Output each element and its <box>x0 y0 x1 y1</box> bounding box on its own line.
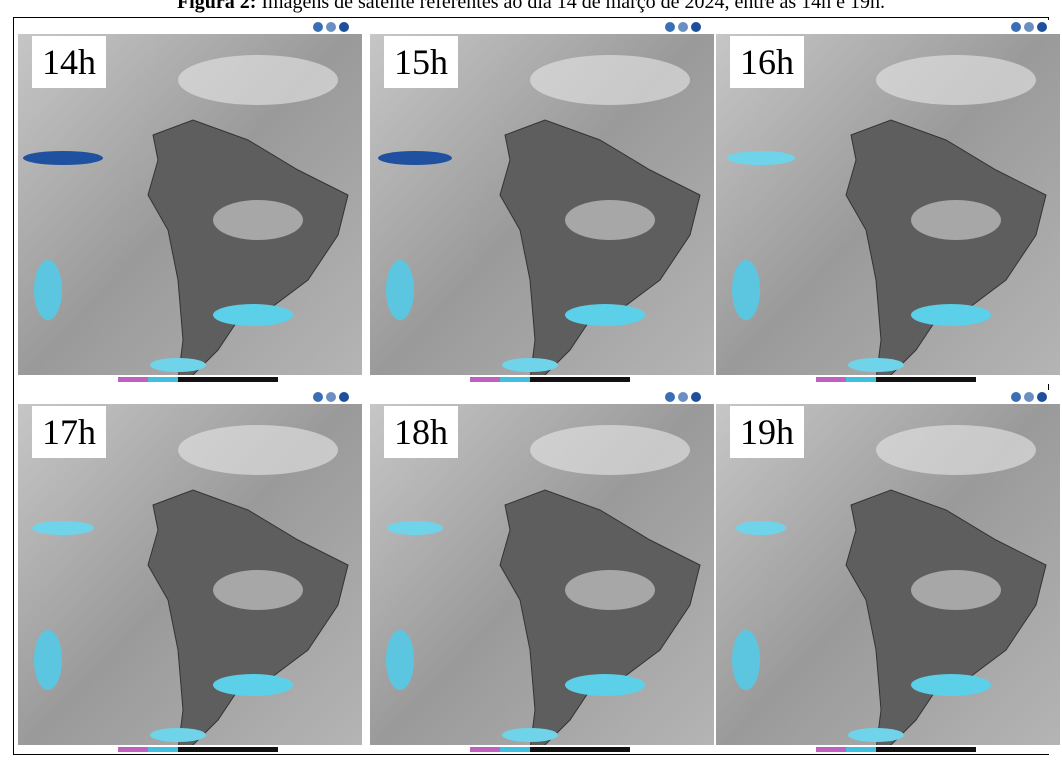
cloud-cyan <box>387 521 443 535</box>
cloud-cyan <box>565 304 645 326</box>
logo <box>1024 392 1034 402</box>
cloud-cyan <box>736 521 786 535</box>
logo <box>665 22 675 32</box>
logo <box>1024 22 1034 32</box>
caption-label: Figura 2: <box>177 0 256 13</box>
colorbar <box>470 377 500 382</box>
logo <box>678 22 688 32</box>
logo <box>326 392 336 402</box>
cloud-cyan <box>213 674 293 696</box>
colorbar <box>876 377 976 382</box>
cloud <box>530 425 690 475</box>
header-strip <box>370 20 714 34</box>
colorbar <box>500 377 530 382</box>
colorbar <box>178 747 278 752</box>
cloud-cyan <box>727 151 795 165</box>
panel-label: 18h <box>384 406 458 458</box>
cloud-cyan <box>32 521 94 535</box>
logo <box>1011 392 1021 402</box>
header-strip <box>716 20 1060 34</box>
colorbar <box>178 377 278 382</box>
logo <box>313 22 323 32</box>
cloud-cyan <box>911 674 991 696</box>
panel-label: 14h <box>32 36 106 88</box>
cloud-cyan <box>150 728 206 742</box>
cloud-cyan <box>386 260 414 320</box>
logo <box>339 392 349 402</box>
cloud-cyan <box>848 728 904 742</box>
cloud-cyan <box>732 630 760 690</box>
logo <box>665 392 675 402</box>
colorbar <box>470 747 500 752</box>
logo <box>313 392 323 402</box>
cloud <box>565 570 655 610</box>
colorbar <box>816 747 846 752</box>
logo <box>339 22 349 32</box>
cloud <box>565 200 655 240</box>
panel-label: 17h <box>32 406 106 458</box>
colorbar <box>846 377 876 382</box>
header-strip <box>18 390 362 404</box>
satellite-panel: 19h <box>716 390 1060 754</box>
cloud <box>911 200 1001 240</box>
colorbar <box>118 747 148 752</box>
page: Figura 2: Imagens de satélite referentes… <box>0 0 1062 763</box>
cloud-cyan <box>911 304 991 326</box>
colorbar <box>876 747 976 752</box>
cloud <box>530 55 690 105</box>
header-strip <box>18 20 362 34</box>
cloud-cyan <box>150 358 206 372</box>
logo <box>326 22 336 32</box>
cloud <box>876 425 1036 475</box>
cloud-cyan <box>502 358 558 372</box>
cloud-cyan <box>34 630 62 690</box>
satellite-panel: 18h <box>370 390 714 754</box>
cloud <box>178 425 338 475</box>
cloud <box>876 55 1036 105</box>
logo <box>1037 392 1047 402</box>
cloud-cyan <box>378 151 452 165</box>
cloud <box>178 55 338 105</box>
cloud <box>911 570 1001 610</box>
logo <box>691 22 701 32</box>
satellite-panel: 14h <box>18 20 362 384</box>
cloud-cyan <box>732 260 760 320</box>
colorbar <box>530 747 630 752</box>
cloud-cyan <box>34 260 62 320</box>
caption-text: Imagens de satélite referentes ao dia 14… <box>261 0 885 13</box>
cloud-cyan <box>213 304 293 326</box>
cloud <box>213 570 303 610</box>
logo <box>691 392 701 402</box>
logo <box>1037 22 1047 32</box>
cloud <box>213 200 303 240</box>
colorbar <box>816 377 846 382</box>
cloud-cyan <box>502 728 558 742</box>
panel-label: 19h <box>730 406 804 458</box>
satellite-panel: 16h <box>716 20 1060 384</box>
panel-label: 16h <box>730 36 804 88</box>
satellite-panel: 15h <box>370 20 714 384</box>
colorbar <box>148 377 178 382</box>
colorbar <box>530 377 630 382</box>
logo <box>1011 22 1021 32</box>
cloud-cyan <box>565 674 645 696</box>
logo <box>678 392 688 402</box>
cloud-cyan <box>386 630 414 690</box>
cloud-cyan <box>23 151 103 165</box>
colorbar <box>118 377 148 382</box>
colorbar <box>846 747 876 752</box>
satellite-panel: 17h <box>18 390 362 754</box>
panel-label: 15h <box>384 36 458 88</box>
figure-caption: Figura 2: Imagens de satélite referentes… <box>0 0 1062 14</box>
header-strip <box>370 390 714 404</box>
colorbar <box>148 747 178 752</box>
cloud-cyan <box>848 358 904 372</box>
header-strip <box>716 390 1060 404</box>
colorbar <box>500 747 530 752</box>
